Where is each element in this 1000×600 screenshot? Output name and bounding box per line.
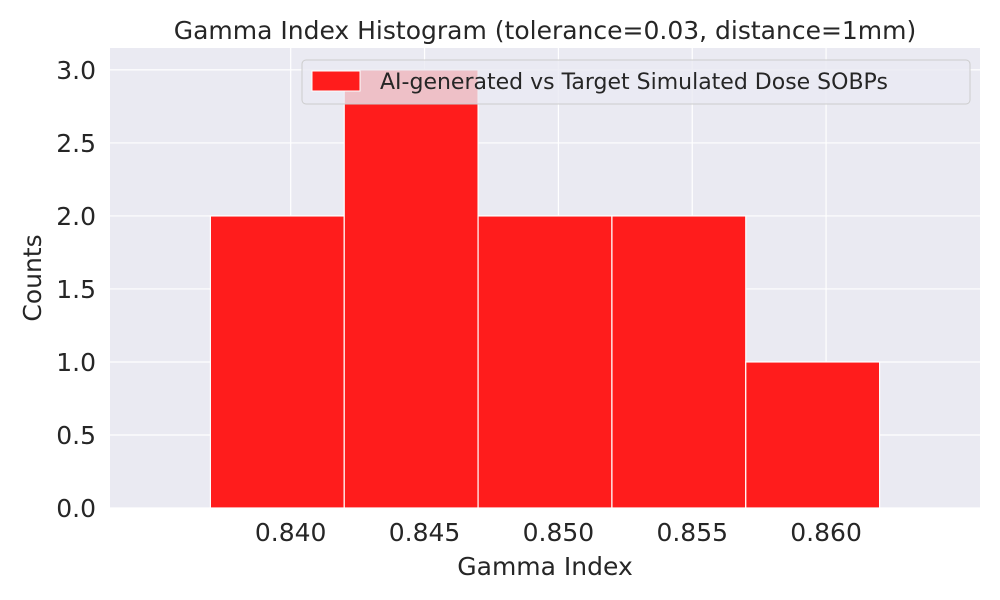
histogram-bar (209, 215, 345, 509)
y-axis-ticks: 0.0 0.5 1.0 1.5 2.0 2.5 3.0 (56, 56, 96, 523)
x-tick-label: 0.840 (255, 518, 327, 547)
x-tick-label: 0.855 (656, 518, 728, 547)
histogram-bar (745, 361, 881, 509)
histogram-bar (343, 69, 479, 509)
chart-title: Gamma Index Histogram (tolerance=0.03, d… (174, 16, 917, 45)
x-tick-label: 0.845 (389, 518, 461, 547)
x-axis-ticks: 0.840 0.845 0.850 0.855 0.860 (255, 518, 862, 547)
y-tick-label: 3.0 (56, 56, 96, 85)
y-tick-label: 1.5 (56, 275, 96, 304)
legend-label: AI-generated vs Target Simulated Dose SO… (380, 70, 888, 95)
legend: AI-generated vs Target Simulated Dose SO… (301, 59, 971, 105)
y-tick-label: 0.0 (56, 494, 96, 523)
histogram-bar (477, 215, 613, 509)
y-axis-label: Counts (18, 234, 47, 321)
x-axis-label: Gamma Index (457, 552, 633, 581)
x-tick-label: 0.850 (523, 518, 595, 547)
y-tick-label: 1.0 (56, 348, 96, 377)
histogram-bars (209, 69, 881, 509)
legend-box (301, 59, 971, 105)
y-tick-label: 2.5 (56, 129, 96, 158)
y-tick-label: 2.0 (56, 202, 96, 231)
histogram-bar (611, 215, 747, 509)
y-tick-label: 0.5 (56, 421, 96, 450)
legend-swatch (311, 70, 361, 92)
x-tick-label: 0.860 (790, 518, 862, 547)
